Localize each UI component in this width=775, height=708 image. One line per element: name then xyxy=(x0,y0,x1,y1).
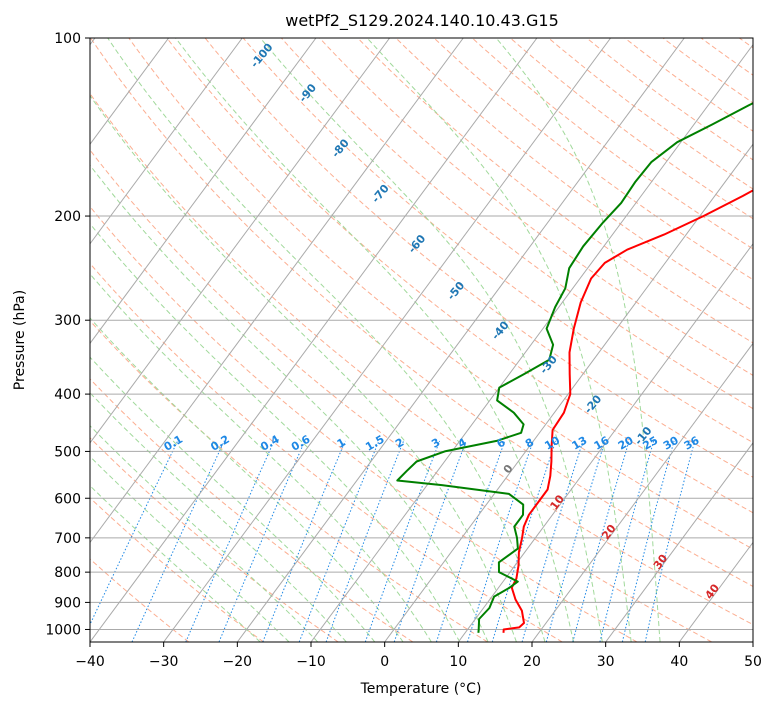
mixing-ratio-line xyxy=(545,440,606,642)
dry-adiabat xyxy=(90,205,638,642)
dry-adiabat xyxy=(128,38,753,550)
moist-adiabat xyxy=(366,38,632,642)
dry-adiabat xyxy=(319,38,753,376)
mixing-ratio-line xyxy=(521,440,584,642)
x-tick-label: 10 xyxy=(449,654,467,670)
isobars xyxy=(90,38,753,630)
y-tick-label: 400 xyxy=(54,387,81,403)
dry-adiabat xyxy=(90,262,563,642)
mixing-ratio-line xyxy=(467,440,534,642)
moist-adiabat xyxy=(175,38,575,642)
mixing-ratio-line xyxy=(364,440,441,642)
y-tick-label: 1000 xyxy=(45,622,81,638)
moist-adiabat xyxy=(107,38,546,642)
y-axis: 100 200 300 400 500 600 700 800 900 1000 xyxy=(45,31,90,638)
isotherm xyxy=(90,38,464,544)
isotherm xyxy=(531,342,753,642)
moist-adiabat xyxy=(90,485,261,642)
dry-adiabat xyxy=(471,38,753,250)
moist-adiabats xyxy=(90,38,661,642)
y-tick-label: 600 xyxy=(54,491,81,507)
y-tick-label: 700 xyxy=(54,531,81,547)
dry-adiabat xyxy=(90,320,488,642)
isotherm xyxy=(90,38,391,444)
y-tick-label: 200 xyxy=(54,209,81,225)
moist-adiabat xyxy=(90,222,461,642)
x-axis: −40 −30 −20 −10 0 10 20 30 40 50 xyxy=(75,642,762,670)
dry-adiabat xyxy=(357,38,753,344)
mixing-ratio-line xyxy=(435,440,506,642)
x-axis-label: Temperature (°C) xyxy=(360,681,482,697)
dry-adiabat xyxy=(90,92,753,626)
x-tick-label: −10 xyxy=(296,654,326,670)
dry-adiabat xyxy=(395,38,753,312)
moist-adiabat xyxy=(90,273,432,642)
moist-adiabat xyxy=(259,38,603,642)
moist-adiabat xyxy=(90,317,404,642)
dry-adiabat xyxy=(242,38,753,444)
y-tick-label: 100 xyxy=(54,31,81,47)
dry-adiabat xyxy=(433,38,753,281)
plot-area: 010203040-100-90-80-70-60-50-40-30-20-10… xyxy=(90,38,753,642)
x-tick-label: 40 xyxy=(670,654,688,670)
isotherm xyxy=(605,442,753,642)
dry-adiabat xyxy=(90,149,712,642)
dry-adiabat xyxy=(90,497,264,642)
isotherm xyxy=(90,38,317,345)
dry-adiabats xyxy=(90,38,753,642)
mixing-ratio-line xyxy=(262,440,346,642)
profiles xyxy=(396,102,753,633)
mixing-ratio-line xyxy=(621,440,675,642)
x-tick-label: 50 xyxy=(744,654,762,670)
x-tick-label: −30 xyxy=(149,654,179,670)
x-tick-label: 0 xyxy=(380,654,389,670)
moist-adiabat xyxy=(90,425,319,642)
mixing-ratio-line xyxy=(644,440,696,642)
isotherm xyxy=(163,38,612,642)
mixing-ratio-line xyxy=(572,440,630,642)
dry-adiabat xyxy=(281,38,753,410)
x-tick-label: 20 xyxy=(523,654,541,670)
x-tick-label: −20 xyxy=(223,654,253,670)
y-tick-label: 300 xyxy=(54,313,81,329)
isotherm xyxy=(384,143,753,642)
isotherms xyxy=(90,38,753,642)
isotherm xyxy=(457,242,753,642)
x-tick-label: 30 xyxy=(597,654,615,670)
x-tick-label: −40 xyxy=(75,654,105,670)
moist-adiabat xyxy=(90,392,347,642)
moist-adiabat xyxy=(90,455,290,642)
dewpoint-profile xyxy=(396,102,753,633)
chart-title: wetPf2_S129.2024.140.10.43.G15 xyxy=(285,11,559,31)
isotherm xyxy=(90,38,243,245)
mixing-ratio-line xyxy=(218,440,306,642)
y-tick-label: 800 xyxy=(54,565,81,581)
mixing-ratio-line xyxy=(491,440,557,642)
plot-frame xyxy=(89,37,754,643)
isotherm xyxy=(90,38,538,642)
moist-adiabat xyxy=(495,38,661,642)
y-tick-label: 900 xyxy=(54,595,81,611)
mixing-ratio-line xyxy=(185,440,275,642)
isotherm xyxy=(236,38,685,642)
moist-adiabat xyxy=(90,356,376,642)
isotherm xyxy=(90,38,170,146)
dry-adiabat xyxy=(166,38,753,514)
dry-adiabat xyxy=(548,38,753,190)
y-axis-label: Pressure (hPa) xyxy=(12,290,28,390)
mixing-ratio-line xyxy=(599,440,655,642)
y-tick-label: 500 xyxy=(54,444,81,460)
mixing-ratio-line xyxy=(325,440,405,642)
